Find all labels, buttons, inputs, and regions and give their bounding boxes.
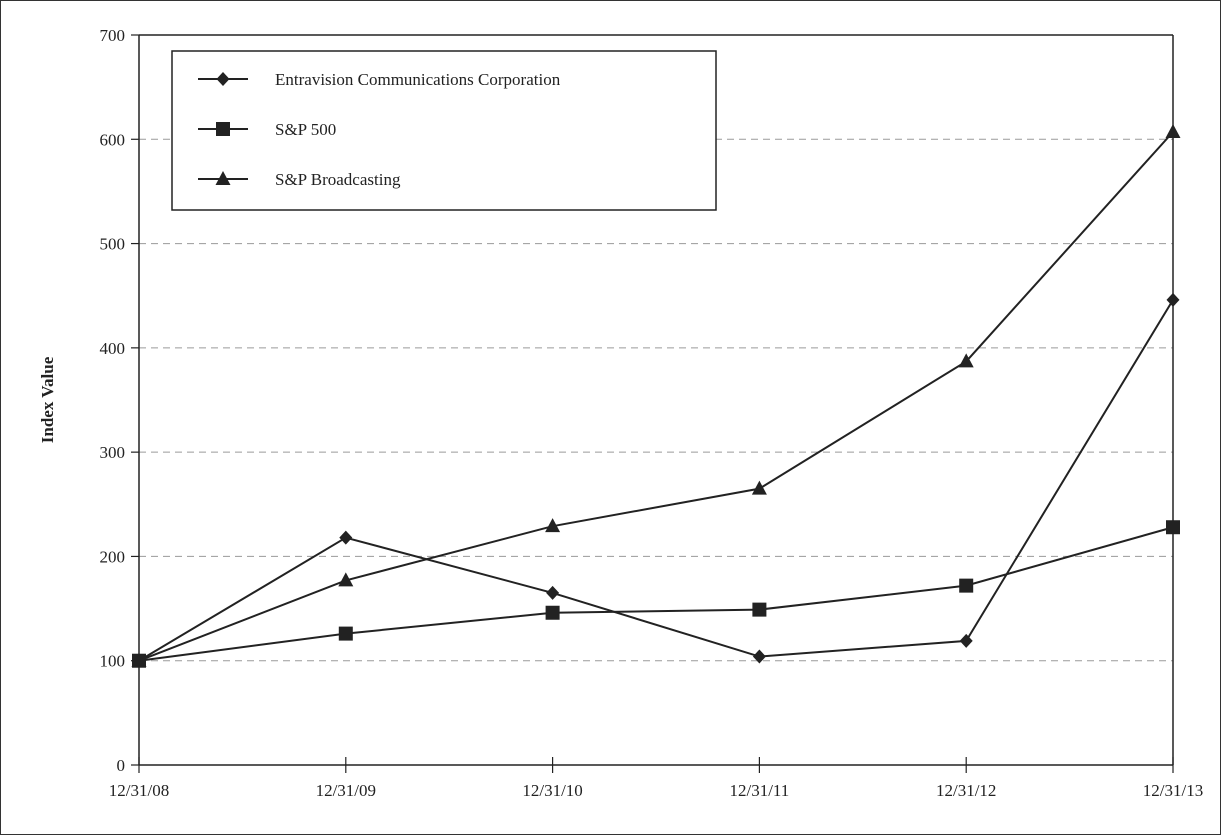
data-point-square	[959, 578, 974, 593]
y-tick-label: 600	[100, 130, 126, 149]
y-tick-label: 300	[100, 443, 126, 462]
data-point-square	[1166, 520, 1180, 535]
data-point-triangle	[131, 652, 147, 667]
legend-entry: S&P 500	[198, 120, 336, 139]
y-tick-label: 100	[100, 652, 126, 671]
x-tick-label: 12/31/13	[1143, 781, 1203, 800]
series-line	[138, 131, 1174, 662]
legend-marker-diamond	[216, 72, 230, 86]
series-3	[131, 123, 1181, 667]
axes	[138, 34, 1174, 766]
data-point-triangle	[958, 353, 974, 368]
data-point-triangle	[1165, 123, 1181, 138]
legend-label: S&P Broadcasting	[275, 170, 401, 189]
y-ticks: 0 100 200 300 400 500 600 700	[100, 26, 139, 775]
y-axis-title: Index Value	[38, 356, 57, 443]
data-point-diamond	[1166, 292, 1180, 307]
legend-label: Entravision Communications Corporation	[275, 70, 561, 89]
x-tick-label: 12/31/10	[522, 781, 582, 800]
legend: Entravision Communications Corporation S&…	[171, 50, 717, 211]
series-line	[138, 299, 1174, 662]
series	[131, 123, 1181, 668]
y-tick-label: 200	[100, 547, 126, 566]
data-point-square	[338, 626, 353, 641]
y-tick-label: 500	[100, 235, 126, 254]
x-tick-label: 12/31/08	[109, 781, 169, 800]
series-line	[138, 526, 1174, 662]
x-tick-label: 12/31/12	[936, 781, 996, 800]
legend-entry: Entravision Communications Corporation	[198, 70, 561, 89]
x-tick-label: 12/31/11	[729, 781, 789, 800]
data-point-diamond	[959, 633, 973, 648]
x-tick-label: 12/31/09	[316, 781, 376, 800]
y-tick-label: 0	[117, 756, 126, 775]
y-tick-label: 700	[100, 26, 126, 45]
data-point-diamond	[752, 649, 766, 664]
legend-label: S&P 500	[275, 120, 336, 139]
legend-marker-triangle	[215, 171, 231, 185]
data-point-square	[545, 605, 560, 620]
legend-box	[171, 50, 717, 211]
x-ticks: 12/31/08 12/31/09 12/31/10 12/31/11 12/31/12…	[109, 757, 1203, 800]
data-point-diamond	[546, 585, 560, 600]
data-point-triangle	[338, 572, 354, 587]
data-point-square	[752, 602, 767, 617]
data-point-triangle	[751, 480, 767, 495]
y-tick-label: 400	[100, 339, 126, 358]
legend-entry: S&P Broadcasting	[198, 170, 401, 189]
data-point-diamond	[339, 530, 353, 545]
legend-marker-square	[216, 122, 230, 136]
data-point-triangle	[545, 518, 561, 533]
